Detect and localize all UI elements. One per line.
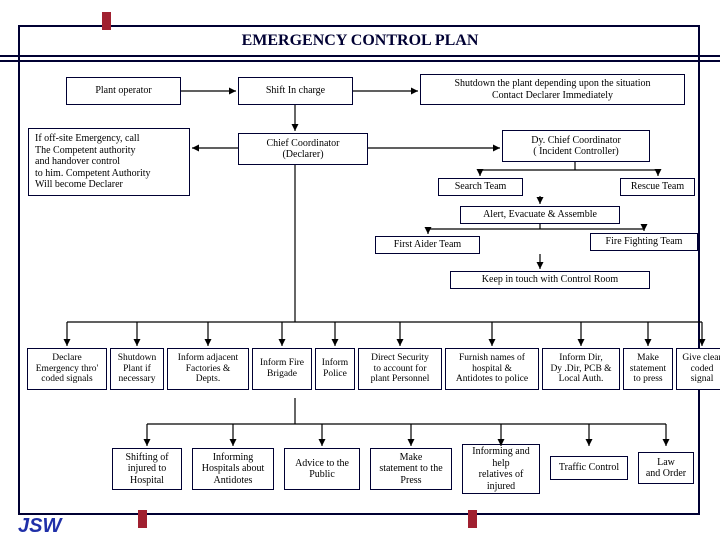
row1-box-3: Inform FireBrigade bbox=[252, 348, 312, 390]
node-fire-fighting: Fire Fighting Team bbox=[590, 233, 698, 251]
node-informing-relatives: Informing andhelprelatives ofinjured bbox=[462, 444, 540, 494]
row1-box-2: Inform adjacentFactories &Depts. bbox=[167, 348, 249, 390]
node-first-aider: First Aider Team bbox=[375, 236, 480, 254]
node-advice-public: Advice to thePublic bbox=[284, 448, 360, 490]
deco-square-1 bbox=[138, 510, 147, 528]
row1-box-6: Furnish names ofhospital &Antidotes to p… bbox=[445, 348, 539, 390]
diagram-title: EMERGENCY CONTROL PLAN bbox=[0, 32, 720, 50]
jsw-logo-text: JSW bbox=[18, 515, 61, 538]
row1-box-4: InformPolice bbox=[315, 348, 355, 390]
node-statement-press: Makestatement to thePress bbox=[370, 448, 452, 490]
node-informing-hospitals: InformingHospitals aboutAntidotes bbox=[192, 448, 274, 490]
node-chief-coordinator: Chief Coordinator(Declarer) bbox=[238, 133, 368, 165]
page: EMERGENCY CONTROL PLAN Plant operator Sh… bbox=[0, 0, 720, 540]
node-rescue-team: Rescue Team bbox=[620, 178, 695, 196]
node-offsite: If off-site Emergency, callThe Competent… bbox=[28, 128, 190, 196]
node-plant-operator: Plant operator bbox=[66, 77, 181, 105]
node-shifting-injured: Shifting ofinjured toHospital bbox=[112, 448, 182, 490]
row1-box-1: ShutdownPlant ifnecessary bbox=[110, 348, 164, 390]
row1-box-9: Give clearcodedsignal bbox=[676, 348, 720, 390]
node-law-order: Lawand Order bbox=[638, 452, 694, 484]
row1-box-8: Makestatementto press bbox=[623, 348, 673, 390]
node-search-team: Search Team bbox=[438, 178, 523, 196]
node-control-room: Keep in touch with Control Room bbox=[450, 271, 650, 289]
node-dy-chief: Dy. Chief Coordinator( Incident Controll… bbox=[502, 130, 650, 162]
row1-box-7: Inform Dir,Dy .Dir, PCB &Local Auth. bbox=[542, 348, 620, 390]
node-shutdown-contact: Shutdown the plant depending upon the si… bbox=[420, 74, 685, 105]
deco-square-0 bbox=[102, 12, 111, 30]
deco-square-2 bbox=[468, 510, 477, 528]
row1-box-0: DeclareEmergency thro'coded signals bbox=[27, 348, 107, 390]
row1-box-5: Direct Securityto account forplant Perso… bbox=[358, 348, 442, 390]
node-alert-evacuate: Alert, Evacuate & Assemble bbox=[460, 206, 620, 224]
node-traffic-control: Traffic Control bbox=[550, 456, 628, 480]
node-shift-in-charge: Shift In charge bbox=[238, 77, 353, 105]
